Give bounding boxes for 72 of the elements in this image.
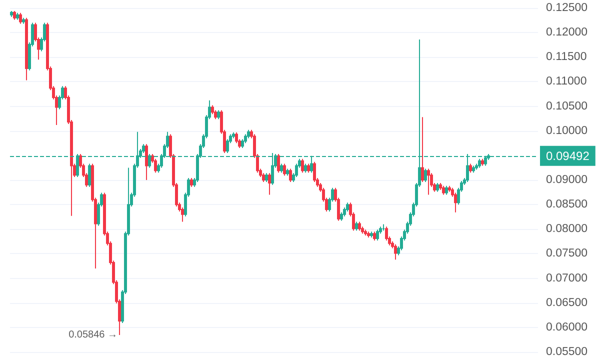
- candlestick: [283, 163, 286, 176]
- candlestick: [295, 163, 298, 178]
- candlestick: [364, 229, 367, 236]
- candlestick: [10, 10, 13, 18]
- candlestick: [226, 138, 229, 154]
- candlestick: [301, 158, 304, 174]
- y-tick-label: 0.07500: [546, 248, 588, 260]
- candlestick: [427, 168, 430, 196]
- y-tick-label: 0.10000: [546, 124, 588, 137]
- y-tick-label: 0.11500: [546, 51, 587, 64]
- candlestick: [265, 172, 268, 182]
- y-tick-label: 0.12000: [546, 26, 588, 39]
- candlestick: [262, 172, 265, 182]
- candlestick: [244, 134, 247, 144]
- candlestick: [445, 185, 448, 196]
- candlestick: [439, 182, 442, 190]
- y-tick-label: 0.08000: [546, 223, 588, 236]
- candlestick: [436, 182, 439, 192]
- candlestick: [442, 185, 445, 196]
- candlestick: [376, 229, 379, 241]
- candlestick: [355, 221, 358, 232]
- candlestick: [235, 132, 238, 144]
- y-tick-label: 0.06000: [546, 321, 588, 334]
- candlestick: [190, 178, 193, 188]
- candlestick: [19, 12, 22, 24]
- candlestick: [13, 10, 16, 20]
- candlestick: [280, 163, 283, 174]
- y-tick-label: 0.06500: [546, 296, 588, 309]
- candlestick: [370, 231, 373, 238]
- candlestick: [424, 168, 427, 182]
- candlestick: [211, 104, 214, 115]
- candlestick: [475, 163, 478, 170]
- y-tick-label: 0.09000: [546, 174, 588, 186]
- candlestick: [469, 163, 472, 174]
- ref-line-label: 0.09492: [546, 148, 590, 163]
- candlestick: [154, 158, 157, 174]
- candlestick: [481, 158, 484, 166]
- y-tick-label: 0.12500: [546, 2, 588, 14]
- candlestick: [373, 231, 376, 241]
- candlestick: [268, 172, 271, 196]
- candlestick: [232, 132, 235, 139]
- candlestick: [472, 165, 475, 174]
- candlestick: [88, 163, 91, 188]
- candlestick: [22, 17, 25, 24]
- candlestick: [247, 129, 250, 139]
- y-tick-label: 0.05500: [546, 346, 588, 358]
- candlestick: [307, 163, 310, 174]
- candlestick: [304, 163, 307, 174]
- candlestick: [289, 168, 292, 182]
- candlestick: [25, 17, 28, 81]
- y-tick-label: 0.07000: [546, 272, 588, 284]
- candlestick: [454, 192, 457, 213]
- candlestick: [286, 168, 289, 176]
- candlestick: [361, 226, 364, 234]
- y-tick-label: 0.11000: [546, 76, 587, 88]
- candlestick: [217, 110, 220, 120]
- candlestick: [478, 158, 481, 168]
- candlestick: [382, 224, 385, 232]
- candlestick: [394, 244, 397, 260]
- candlestick: [421, 116, 424, 182]
- y-tick-label: 0.08500: [546, 198, 588, 211]
- candlestick: [277, 153, 280, 174]
- candlestick: [145, 144, 148, 180]
- candlestick: [448, 185, 451, 192]
- annotation: 0.05846 →: [68, 329, 118, 340]
- candlestick: [214, 110, 217, 120]
- candlestick: [340, 212, 343, 222]
- candlestick: [367, 231, 370, 238]
- candlestick: [358, 221, 361, 232]
- y-tick-label: 0.10500: [546, 100, 588, 112]
- candlestick: [16, 12, 19, 20]
- candlestick: [241, 138, 244, 149]
